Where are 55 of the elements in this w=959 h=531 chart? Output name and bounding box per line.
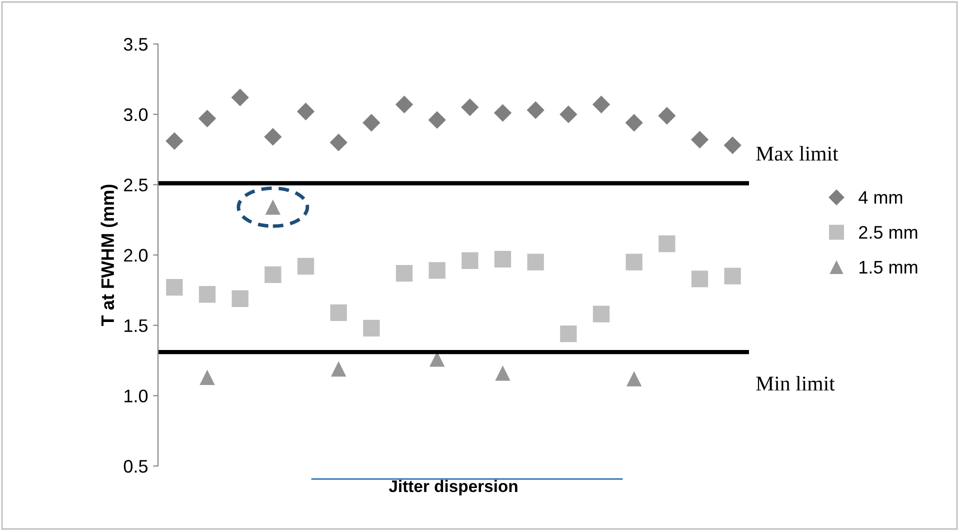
point — [428, 111, 446, 129]
point — [560, 325, 577, 342]
y-tick-label: 0.5 — [124, 460, 148, 473]
point — [396, 264, 413, 282]
y-tick-label: 3.0 — [124, 108, 148, 122]
point — [297, 258, 314, 275]
point — [200, 370, 215, 386]
point — [362, 114, 380, 132]
point — [592, 96, 610, 114]
point — [691, 270, 708, 288]
y-tick-label: 1.5 — [124, 319, 148, 332]
point — [626, 254, 642, 270]
ref-line-label: Max limit — [756, 146, 838, 161]
point — [198, 110, 216, 128]
y-tick-label: 3.5 — [124, 38, 148, 51]
legend-label: 4 mm — [858, 191, 902, 204]
point — [724, 268, 741, 284]
point — [592, 306, 610, 322]
point — [232, 290, 248, 307]
point — [724, 136, 742, 154]
point — [495, 366, 510, 381]
x-axis-title: Jitter dispersion — [388, 480, 518, 496]
point — [265, 200, 281, 215]
point — [296, 102, 315, 120]
point — [462, 252, 478, 269]
y-tick-label: 2.0 — [124, 248, 148, 262]
point — [428, 262, 446, 279]
point — [363, 320, 380, 336]
point — [461, 98, 479, 116]
point — [330, 361, 346, 377]
point — [658, 106, 676, 125]
point — [560, 105, 578, 124]
legend-label: 1.5 mm — [860, 261, 918, 274]
point — [330, 304, 347, 322]
point — [690, 130, 709, 148]
legend-label: 2.5 mm — [859, 226, 918, 239]
y-tick-label: 2.5 — [124, 178, 148, 192]
y-tick-label: 1.0 — [124, 390, 148, 402]
ref-line-label: Min limit — [756, 376, 835, 391]
point — [166, 132, 184, 150]
point — [264, 128, 282, 146]
point — [527, 254, 544, 270]
point — [395, 96, 414, 114]
point — [330, 134, 348, 152]
point — [658, 235, 676, 252]
point — [526, 101, 544, 119]
point — [494, 250, 512, 268]
point — [494, 104, 512, 122]
point — [625, 114, 643, 132]
y-axis-title: T at FWHM (mm) — [100, 184, 118, 326]
point — [198, 286, 216, 303]
point — [264, 266, 282, 284]
point — [231, 88, 249, 106]
point — [626, 371, 642, 386]
point — [166, 279, 183, 296]
